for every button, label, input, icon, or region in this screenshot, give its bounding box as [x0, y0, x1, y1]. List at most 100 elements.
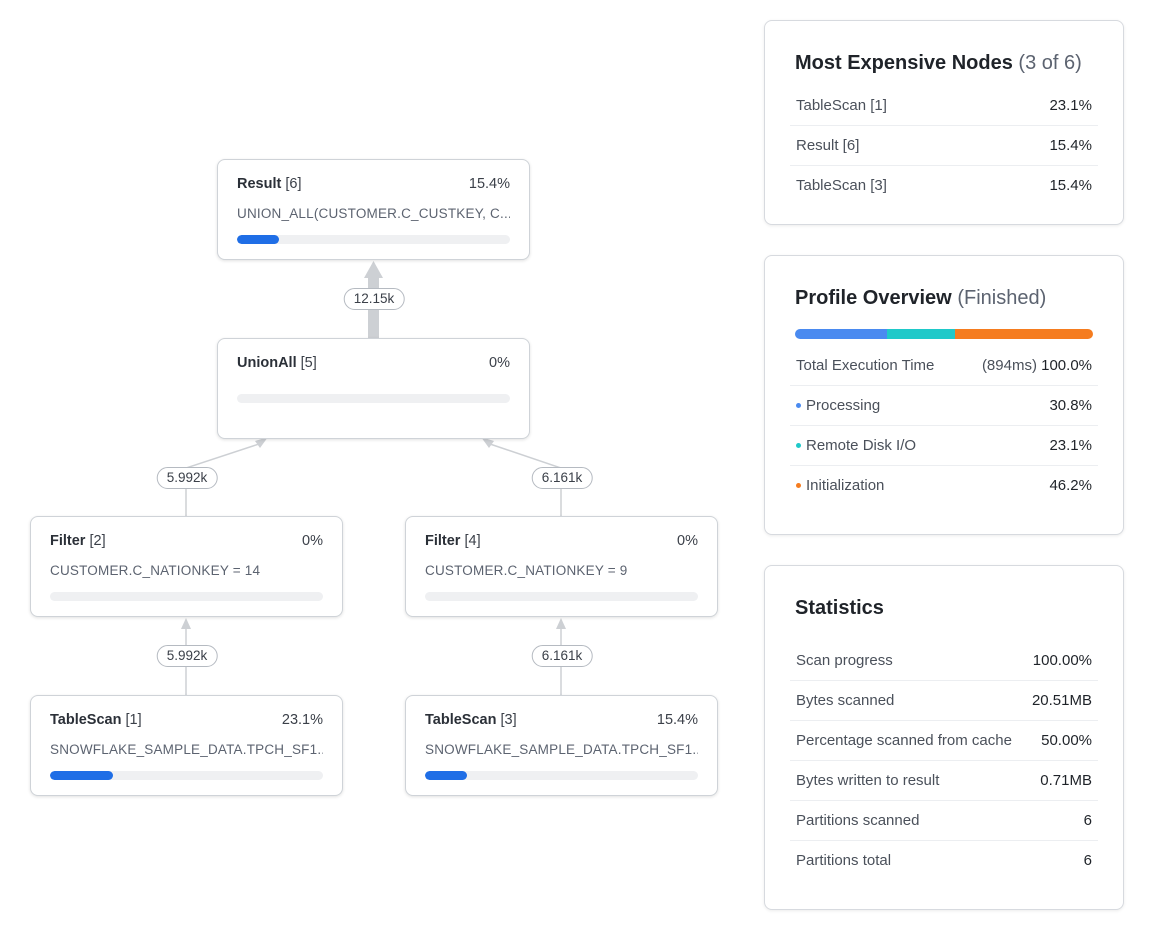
node-header: TableScan [3] 15.4% — [425, 712, 698, 728]
row-label-group: Remote Disk I/O — [796, 437, 916, 454]
edge-label-filter2-unionall: 5.992k — [156, 467, 218, 489]
node-header: Result [6] 15.4% — [237, 176, 510, 192]
node-percent: 0% — [302, 533, 323, 549]
row-value: 23.1% — [1049, 437, 1092, 454]
row-label: TableScan [3] — [796, 177, 887, 194]
row-label: Scan progress — [796, 651, 893, 669]
row-label: Partitions total — [796, 852, 892, 869]
node-progress-bar — [237, 235, 510, 244]
node-filter-2[interactable]: Filter [2] 0% CUSTOMER.C_NATIONKEY = 14 — [30, 516, 343, 617]
segment-remote-disk-io — [886, 329, 956, 339]
node-unionall[interactable]: UnionAll [5] 0% — [217, 338, 530, 439]
overview-row-processing: Processing 30.8% — [790, 385, 1098, 425]
node-result[interactable]: Result [6] 15.4% UNION_ALL(CUSTOMER.C_CU… — [217, 159, 530, 260]
panel-title: Statistics — [795, 597, 884, 619]
node-name: Filter — [50, 533, 86, 549]
node-tablescan-1[interactable]: TableScan [1] 23.1% SNOWFLAKE_SAMPLE_DAT… — [30, 695, 343, 796]
node-title: UnionAll [5] — [237, 355, 317, 371]
node-description: SNOWFLAKE_SAMPLE_DATA.TPCH_SF1... — [50, 742, 323, 757]
profile-overview-panel: Profile Overview (Finished) Total Execut… — [764, 255, 1124, 535]
panel-title: Most Expensive Nodes (3 of 6) — [795, 52, 1082, 75]
edge-label-tablescan3-filter4: 6.161k — [531, 645, 593, 667]
statistics-panel: Statistics Scan progress 100.00% Bytes s… — [764, 565, 1124, 910]
edge-label-filter4-unionall: 6.161k — [531, 467, 593, 489]
row-label: Percentage scanned from cache — [796, 732, 1012, 749]
total-execution-row: Total Execution Time (894ms) 100.0% — [790, 345, 1098, 385]
node-id: [4] — [464, 533, 481, 549]
remote-disk-io-dot-icon — [796, 442, 801, 448]
node-header: Filter [2] 0% — [50, 533, 323, 549]
stat-row-scan-progress: Scan progress 100.00% — [790, 640, 1098, 680]
expensive-node-row[interactable]: Result [6] 15.4% — [790, 125, 1098, 165]
node-progress-bar — [425, 771, 698, 780]
node-name: Filter — [425, 533, 461, 549]
processing-dot-icon — [796, 402, 801, 408]
row-label: Result [6] — [796, 137, 860, 154]
expensive-node-row[interactable]: TableScan [1] 23.1% — [790, 85, 1098, 125]
node-header: TableScan [1] 23.1% — [50, 712, 323, 728]
stat-row-bytes-written: Bytes written to result 0.71MB — [790, 760, 1098, 800]
node-id: [3] — [500, 712, 517, 728]
graph-connectors — [181, 261, 566, 695]
stat-row-bytes-scanned: Bytes scanned 20.51MB — [790, 680, 1098, 720]
node-progress-bar — [50, 771, 323, 780]
row-label: Total Execution Time — [796, 356, 935, 374]
node-title: TableScan [3] — [425, 712, 517, 728]
node-name: Result — [237, 176, 282, 192]
total-execution-percent: 100.0% — [1041, 356, 1092, 374]
row-value: 20.51MB — [1031, 692, 1092, 709]
arrowhead-filter2 — [181, 618, 191, 629]
row-value: 15.4% — [1049, 137, 1092, 154]
stat-row-partitions-total: Partitions total 6 — [790, 840, 1098, 880]
arrowhead-result — [364, 261, 383, 278]
node-progress-fill — [425, 771, 468, 780]
node-progress-bar — [425, 592, 698, 601]
node-name: TableScan — [425, 712, 497, 728]
row-label: Bytes scanned — [796, 692, 895, 709]
row-value: 30.8% — [1049, 397, 1092, 414]
node-id: [6] — [285, 176, 302, 192]
panel-title-status: (Finished) — [957, 287, 1047, 309]
arrowhead-filter4 — [556, 618, 566, 629]
node-name: UnionAll — [237, 355, 297, 371]
node-title: Result [6] — [237, 176, 301, 192]
row-label: TableScan [1] — [796, 96, 887, 114]
row-label: Bytes written to result — [796, 772, 940, 789]
node-filter-4[interactable]: Filter [4] 0% CUSTOMER.C_NATIONKEY = 9 — [405, 516, 718, 617]
panel-title: Profile Overview (Finished) — [795, 287, 1046, 310]
node-header: Filter [4] 0% — [425, 533, 698, 549]
execution-breakdown-bar — [795, 329, 1093, 339]
stat-row-partitions-scanned: Partitions scanned 6 — [790, 800, 1098, 840]
node-percent: 23.1% — [281, 712, 323, 728]
row-label-group: Initialization — [796, 477, 884, 494]
node-id: [1] — [125, 712, 142, 728]
node-progress-bar — [50, 592, 323, 601]
segment-processing — [795, 329, 887, 339]
row-label: Processing — [806, 397, 881, 414]
arrowhead-unionall-left — [255, 437, 268, 448]
overview-row-initialization: Initialization 46.2% — [790, 465, 1098, 505]
node-tablescan-3[interactable]: TableScan [3] 15.4% SNOWFLAKE_SAMPLE_DAT… — [405, 695, 718, 796]
node-percent: 15.4% — [468, 176, 510, 192]
overview-row-remote-disk-io: Remote Disk I/O 23.1% — [790, 425, 1098, 465]
row-label: Remote Disk I/O — [806, 437, 917, 454]
most-expensive-nodes-panel: Most Expensive Nodes (3 of 6) TableScan … — [764, 20, 1124, 225]
row-value-group: (894ms) 100.0% — [982, 357, 1092, 374]
node-progress-fill — [50, 771, 114, 780]
stat-row-percentage-cache: Percentage scanned from cache 50.00% — [790, 720, 1098, 760]
node-title: Filter [2] — [50, 533, 106, 549]
node-title: TableScan [1] — [50, 712, 142, 728]
edge-label-unionall-result: 12.15k — [343, 288, 405, 310]
arrowhead-unionall-right — [481, 437, 494, 448]
edge-label-tablescan1-filter2: 5.992k — [156, 645, 218, 667]
panel-title-text: Most Expensive Nodes — [795, 52, 1013, 74]
node-header: UnionAll [5] 0% — [237, 355, 510, 371]
expensive-node-row[interactable]: TableScan [3] 15.4% — [790, 165, 1098, 205]
node-percent: 0% — [489, 355, 510, 371]
row-value: 15.4% — [1049, 177, 1092, 194]
node-percent: 15.4% — [656, 712, 698, 728]
node-description: CUSTOMER.C_NATIONKEY = 9 — [425, 563, 628, 578]
row-value: 6 — [1083, 852, 1092, 869]
panel-title-text: Profile Overview — [795, 287, 952, 309]
